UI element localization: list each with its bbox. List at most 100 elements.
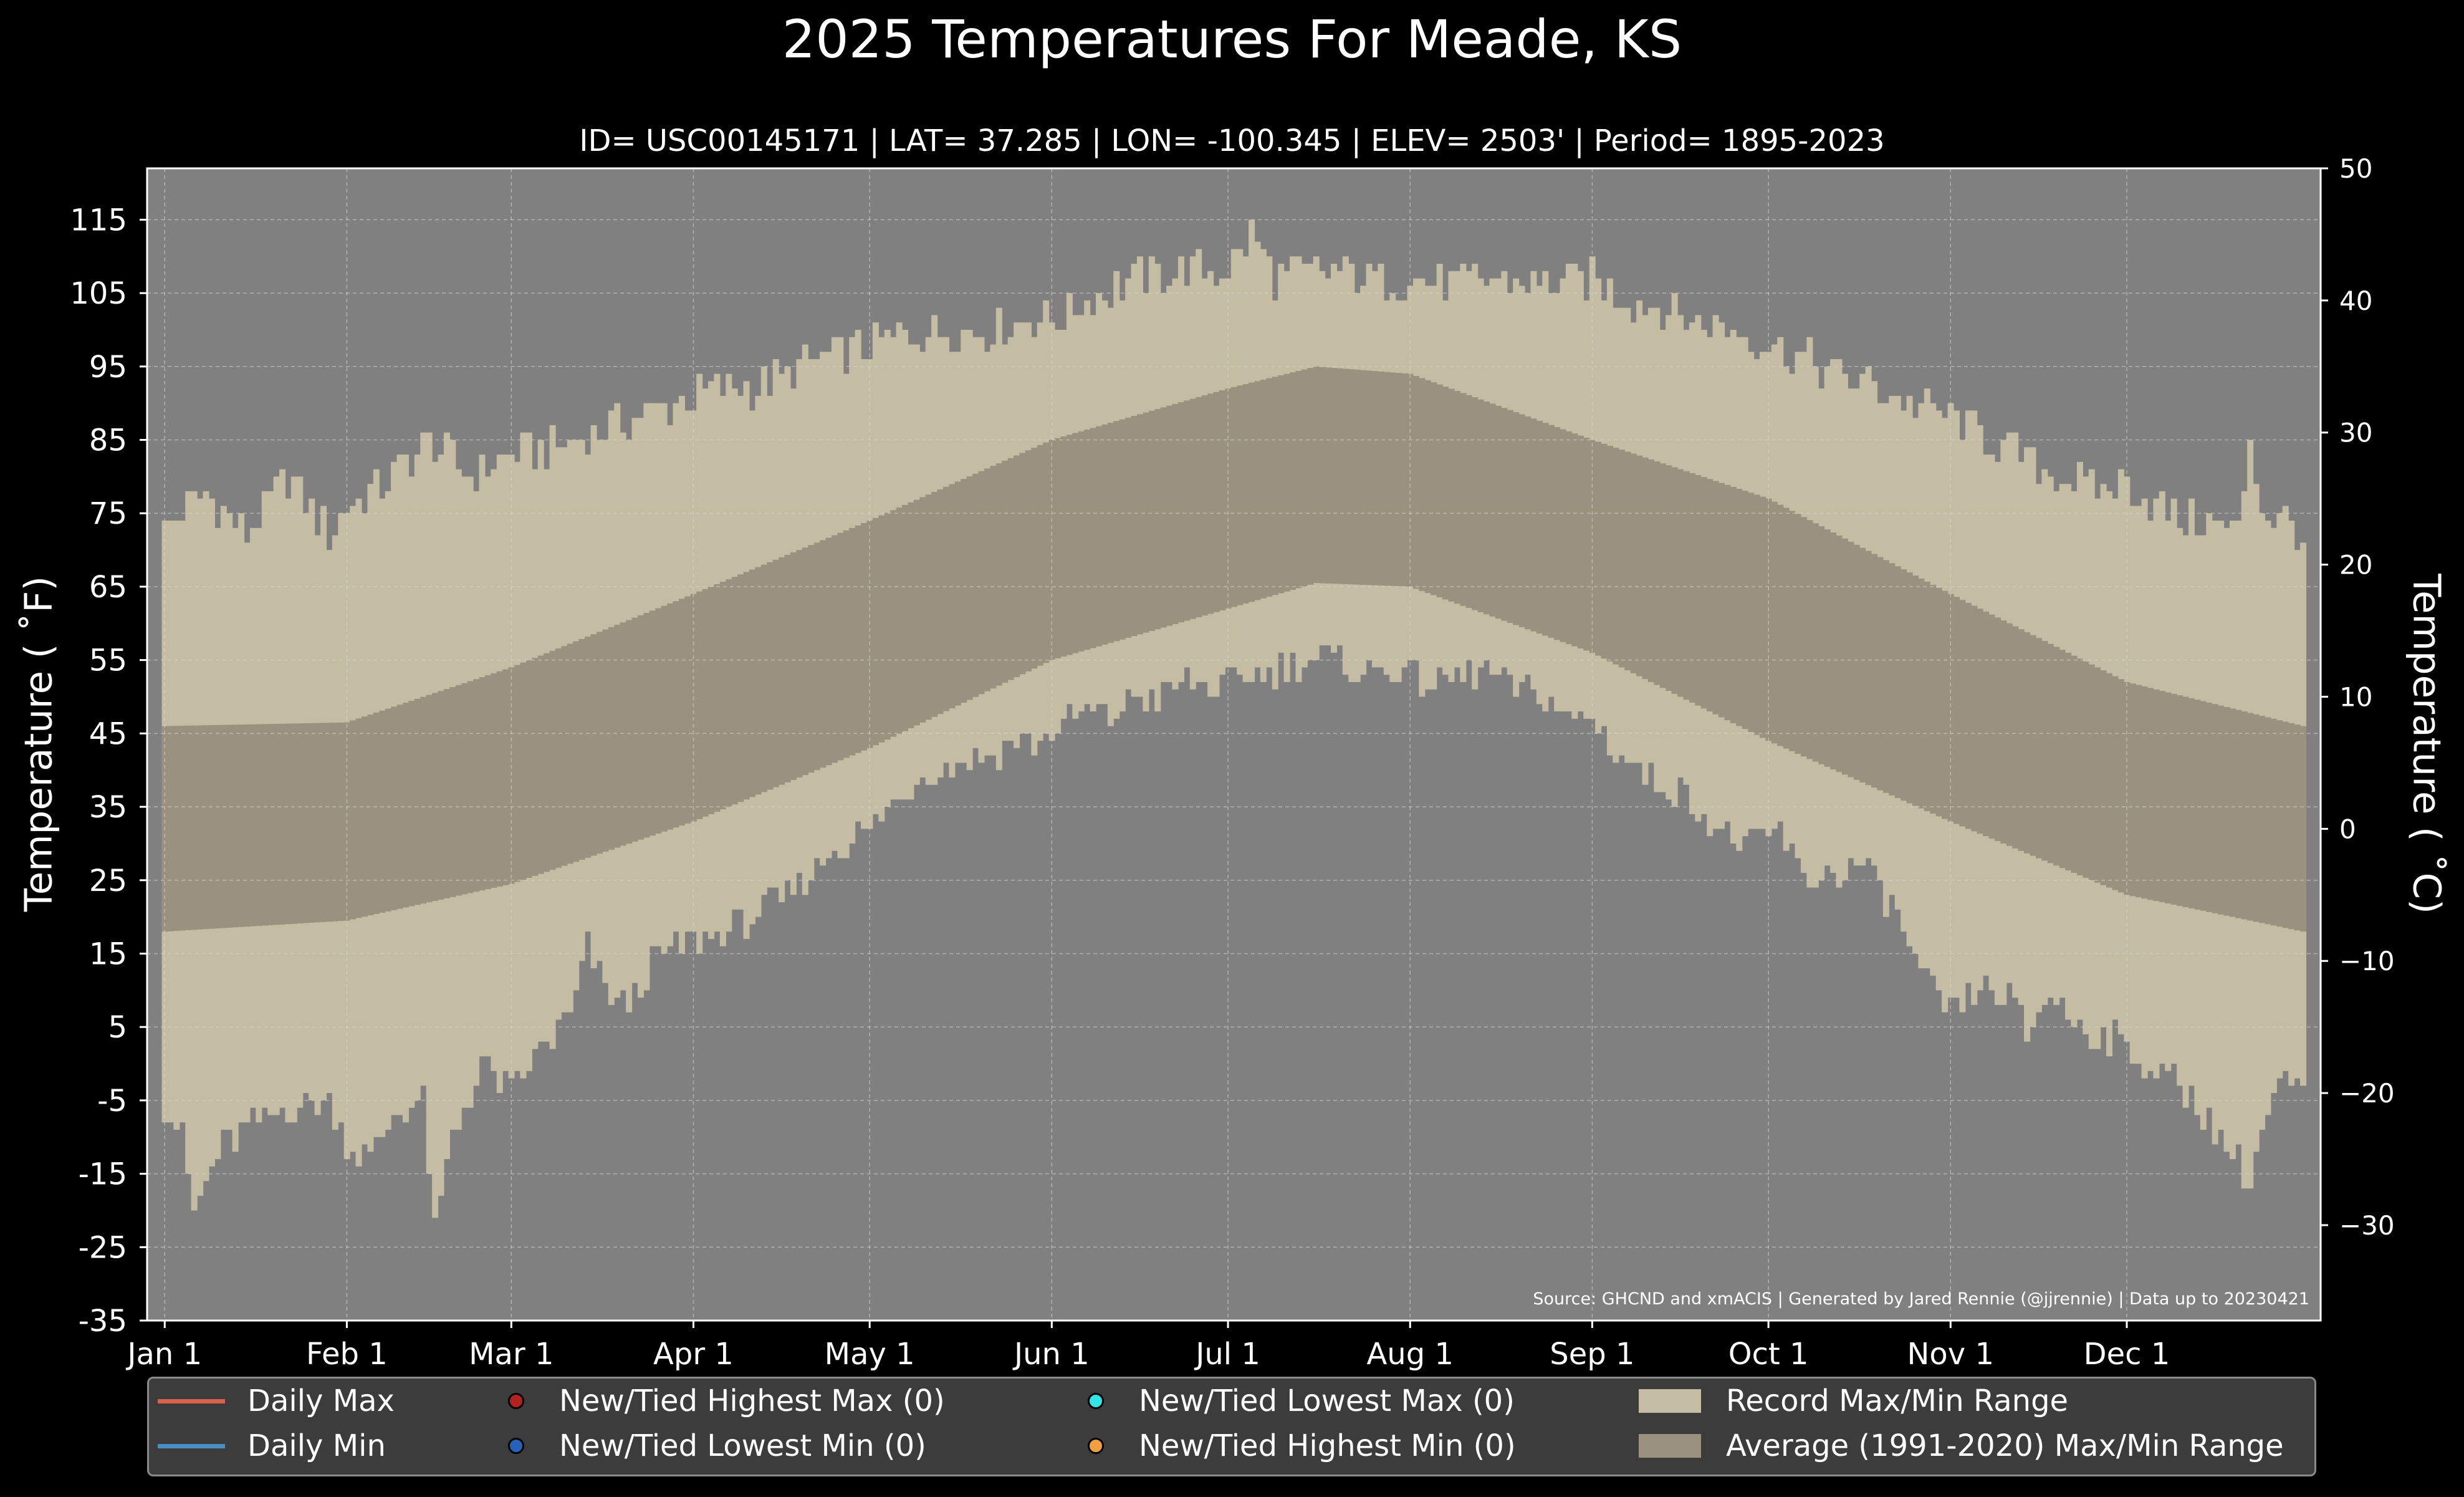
average-range-bar [1882, 560, 1889, 793]
average-range-bar [525, 660, 532, 878]
average-range-bar [1830, 532, 1837, 770]
average-range-bar [1877, 557, 1884, 791]
average-range-bar [2153, 689, 2160, 902]
average-range-bar [866, 520, 873, 748]
average-range-bar [954, 481, 961, 706]
average-range-bar [1841, 538, 1848, 775]
y-tick-label: 55 [89, 643, 127, 678]
average-range-bar [661, 605, 668, 832]
average-range-bar [884, 513, 891, 740]
average-range-bar [332, 723, 338, 922]
average-range-bar [1742, 491, 1748, 729]
average-range-bar [2288, 723, 2295, 930]
average-range-bar [432, 693, 439, 901]
x-tick-label: Feb 1 [306, 1337, 388, 1372]
average-range-bar [1436, 384, 1443, 598]
average-range-bar [1066, 435, 1073, 655]
average-range-bar [1007, 458, 1014, 680]
average-range-bar [1383, 372, 1390, 586]
average-range-bar [1618, 450, 1625, 668]
average-range-bar [309, 723, 315, 923]
average-range-bar [684, 596, 691, 824]
average-range-bar [919, 497, 926, 723]
chart-title: 2025 Temperatures For Meade, KS [782, 9, 1682, 70]
average-range-bar [455, 685, 462, 896]
average-range-bar [555, 648, 562, 868]
average-range-bar [708, 586, 715, 814]
average-range-bar [961, 479, 967, 703]
average-range-bar [197, 725, 204, 930]
average-range-bar [1207, 393, 1214, 614]
average-range-bar [1548, 425, 1555, 638]
average-range-bar [1107, 423, 1114, 643]
average-range-bar [244, 724, 251, 927]
average-range-bar [749, 569, 756, 797]
average-range-bar [1136, 414, 1144, 635]
average-range-bar [167, 726, 175, 931]
x-tick-label: Nov 1 [1907, 1337, 1994, 1372]
x-tick-label: Sep 1 [1550, 1337, 1634, 1372]
y-tick-label: 25 [89, 864, 127, 898]
average-range-bar [484, 675, 491, 890]
average-range-bar [2106, 673, 2113, 888]
average-range-bar [902, 504, 909, 731]
average-range-bar [637, 615, 644, 840]
y-tick-label: 35 [89, 790, 127, 825]
average-range-bar [2136, 685, 2142, 898]
average-range-bar [537, 655, 544, 874]
average-range-bar [2159, 691, 2165, 903]
legend-label: Daily Max [247, 1384, 395, 1418]
average-range-bar [1295, 370, 1302, 589]
average-range-bar [1565, 431, 1572, 645]
average-range-bar [402, 703, 409, 908]
average-range-bar [1848, 541, 1854, 777]
average-range-bar [1189, 398, 1196, 619]
average-range-bar [1994, 617, 2001, 841]
average-range-bar [608, 627, 615, 850]
average-range-bar [690, 594, 697, 822]
average-range-bar [1700, 477, 1707, 709]
average-range-bar [972, 473, 979, 697]
average-range-bar [896, 508, 903, 734]
average-range-bar [1906, 572, 1913, 804]
average-range-bar [2212, 704, 2218, 913]
average-range-bar [1795, 514, 1801, 754]
average-range-bar [361, 716, 368, 917]
average-range-bar [1606, 445, 1613, 662]
average-range-bar [1454, 390, 1460, 604]
average-range-bar [496, 671, 503, 887]
average-range-bar [1759, 496, 1767, 738]
average-range-bar [491, 673, 497, 888]
y2-tick-label: 50 [2339, 153, 2372, 184]
average-range-bar [1942, 590, 1949, 819]
average-range-bar [2165, 692, 2172, 904]
average-range-bar [1260, 379, 1267, 599]
average-range-bar [843, 530, 850, 758]
average-range-bar [1501, 408, 1508, 621]
average-range-bar [2194, 700, 2201, 910]
average-range-bar [1730, 486, 1737, 723]
average-range-bar [1431, 382, 1437, 595]
average-range-bar [1184, 400, 1191, 621]
average-range-bar [514, 665, 521, 882]
average-range-bar [2035, 638, 2042, 859]
average-range-bar [1712, 481, 1719, 715]
average-range-bar [320, 723, 327, 922]
average-range-bar [1513, 412, 1520, 625]
average-range-bar [1806, 520, 1813, 759]
average-range-bar [1154, 409, 1161, 630]
average-range-bar [1442, 387, 1449, 600]
average-range-bar [719, 582, 726, 809]
legend-label: New/Tied Highest Max (0) [559, 1384, 945, 1418]
average-range-bar [1748, 493, 1755, 732]
average-range-bar [1613, 448, 1619, 665]
average-range-bar [772, 559, 779, 787]
average-range-bar [273, 723, 280, 925]
average-range-bar [779, 557, 785, 785]
average-range-bar [185, 725, 192, 930]
average-range-bar [825, 537, 832, 766]
average-range-bar [1313, 366, 1320, 584]
average-range-bar [2247, 713, 2254, 921]
average-range-bar [784, 554, 791, 782]
